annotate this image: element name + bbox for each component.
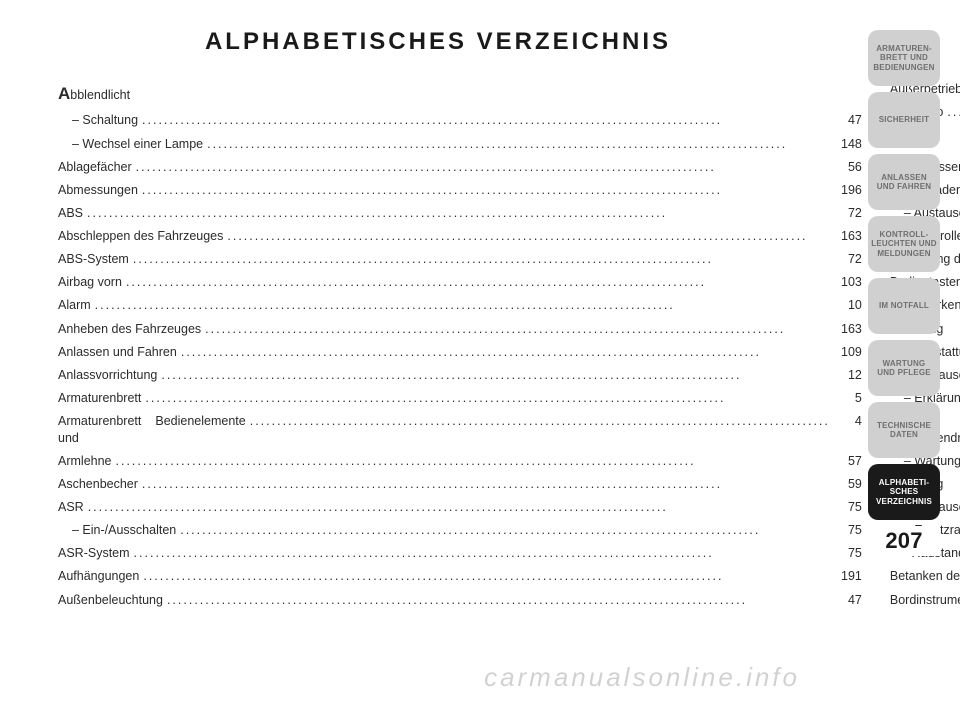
index-entry: – Wechsel einer Lampe148 — [58, 133, 862, 156]
section-tab[interactable]: WARTUNGUND PFLEGE — [868, 340, 940, 396]
index-entry: Ablagefächer56 — [58, 156, 862, 179]
index-entry: ABS72 — [58, 202, 862, 225]
index-entry: Alarm10 — [58, 294, 862, 317]
page-number: 207 — [868, 526, 940, 556]
index-entry: Airbag vorn103 — [58, 271, 862, 294]
index-entry: Abschleppen des Fahrzeuges163 — [58, 225, 862, 248]
index-columns: Abblendlicht– Schaltung47– Wechsel einer… — [58, 78, 858, 620]
index-entry: Armaturenbrett5 — [58, 387, 862, 410]
index-entry: ASR-System75 — [58, 542, 862, 565]
section-tab[interactable]: TECHNISCHEDATEN — [868, 402, 940, 458]
index-entry: Armlehne57 — [58, 450, 862, 473]
index-entry: Bordinstrumente14 — [890, 589, 960, 612]
page-title: ALPHABETISCHES VERZEICHNIS — [205, 28, 671, 56]
index-entry: Abblendlicht — [58, 78, 862, 109]
section-tab[interactable]: KONTROLL-LEUCHTEN UNDMELDUNGEN — [868, 216, 940, 272]
index-entry: Armaturenbrett undBedienelemente4 — [58, 410, 862, 450]
index-entry: Außenbeleuchtung47 — [58, 589, 862, 612]
section-tab[interactable]: ANLASSENUND FAHREN — [868, 154, 940, 210]
section-tab[interactable]: ALPHABETI-SCHESVERZEICHNIS — [868, 464, 940, 520]
page-title-wrap: ALPHABETISCHES VERZEICHNIS — [58, 28, 818, 56]
index-entry: Aschenbecher59 — [58, 473, 862, 496]
manual-index-page: ALPHABETISCHES VERZEICHNIS Abblendlicht–… — [0, 0, 960, 709]
section-tab[interactable]: ARMATUREN-BRETT UNDBEDIENUNGEN — [868, 30, 940, 86]
watermark: carmanualsonline.info — [484, 662, 800, 693]
index-entry: ABS-System72 — [58, 248, 862, 271]
index-entry: Anlassen und Fahren109 — [58, 341, 862, 364]
index-entry: – Ein-/Ausschalten75 — [58, 519, 862, 542]
section-tabs: ARMATUREN-BRETT UNDBEDIENUNGEN SICHERHEIT… — [868, 30, 940, 556]
section-tab[interactable]: SICHERHEIT — [868, 92, 940, 148]
index-entry: Aufhängungen191 — [58, 565, 862, 588]
index-entry: Anlassvorrichtung12 — [58, 364, 862, 387]
index-entry: Betanken des Fahrzeugs88 — [890, 565, 960, 588]
index-entry: Anheben des Fahrzeuges163 — [58, 318, 862, 341]
index-column-1: Abblendlicht– Schaltung47– Wechsel einer… — [58, 78, 862, 620]
index-entry: Abmessungen196 — [58, 179, 862, 202]
index-entry: ASR75 — [58, 496, 862, 519]
index-entry: – Schaltung47 — [58, 109, 862, 132]
section-tab[interactable]: IM NOTFALL — [868, 278, 940, 334]
